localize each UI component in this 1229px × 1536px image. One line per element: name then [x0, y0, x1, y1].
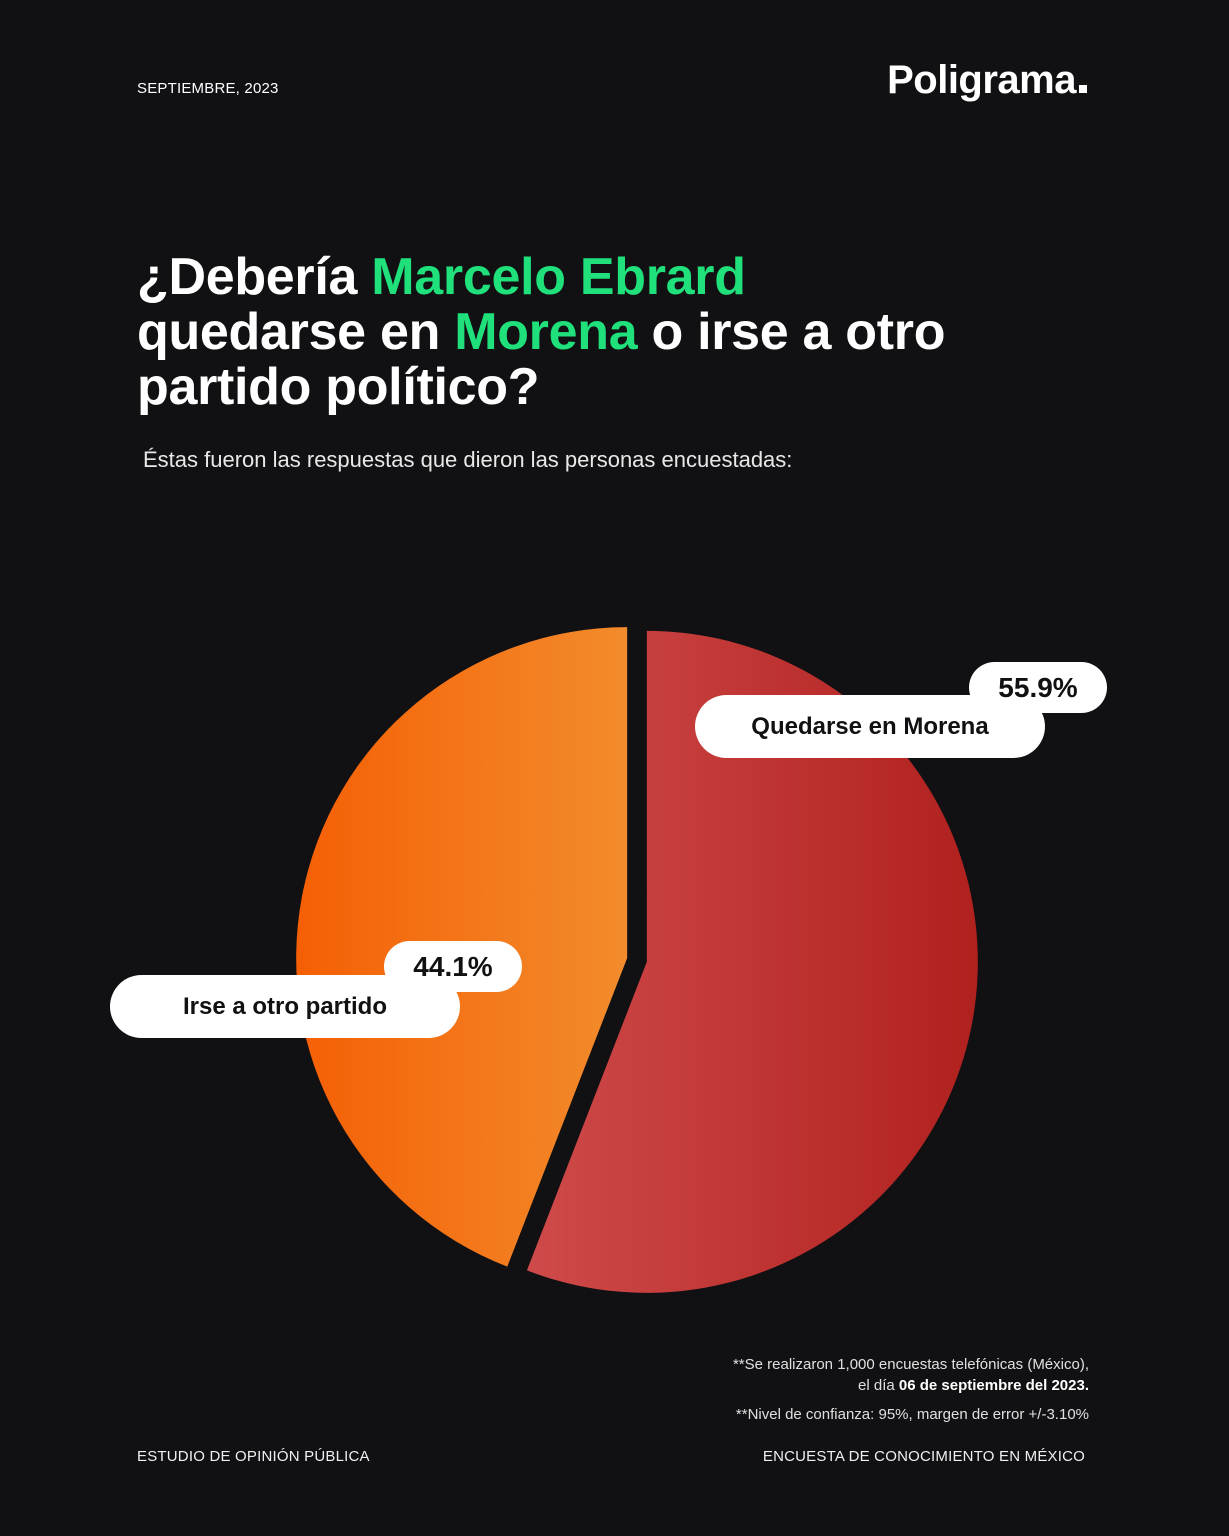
pie-slice-morena — [526, 630, 978, 1293]
title-part-3: o irse a otro partido político? — [137, 303, 946, 416]
methodology-note-1: **Se realizaron 1,000 encuestas telefóni… — [732, 1356, 1089, 1373]
brand-logo: Poligrama — [887, 58, 1087, 103]
methodology-note-2: el día 06 de septiembre del 2023. — [858, 1377, 1089, 1394]
slice-value-otro: 44.1% — [384, 941, 522, 992]
survey-date: SEPTIEMBRE, 2023 — [137, 80, 279, 97]
title-highlight-morena: Morena — [454, 303, 638, 361]
title-part-1: ¿Debería — [137, 248, 372, 306]
slice-label-otro: Irse a otro partido — [110, 975, 460, 1038]
methodology-note-3: **Nivel de confianza: 95%, margen de err… — [735, 1406, 1089, 1423]
note-date-prefix: el día — [858, 1377, 899, 1394]
note-date: 06 de septiembre del 2023. — [898, 1377, 1089, 1394]
footer-right: ENCUESTA DE CONOCIMIENTO EN MÉXICO — [762, 1448, 1085, 1465]
brand-logo-text: Poligrama — [887, 58, 1076, 102]
brand-logo-dot — [1079, 85, 1087, 93]
title-highlight-ebrard: Marcelo Ebrard — [371, 248, 746, 306]
footer-left: ESTUDIO DE OPINIÓN PÚBLICA — [137, 1448, 370, 1465]
page-subtitle: Éstas fueron las respuestas que dieron l… — [143, 447, 793, 472]
page-title: ¿Debería Marcelo Ebrard quedarse en More… — [137, 250, 957, 415]
title-part-2: quedarse en — [137, 303, 455, 361]
slice-value-morena: 55.9% — [969, 662, 1107, 713]
